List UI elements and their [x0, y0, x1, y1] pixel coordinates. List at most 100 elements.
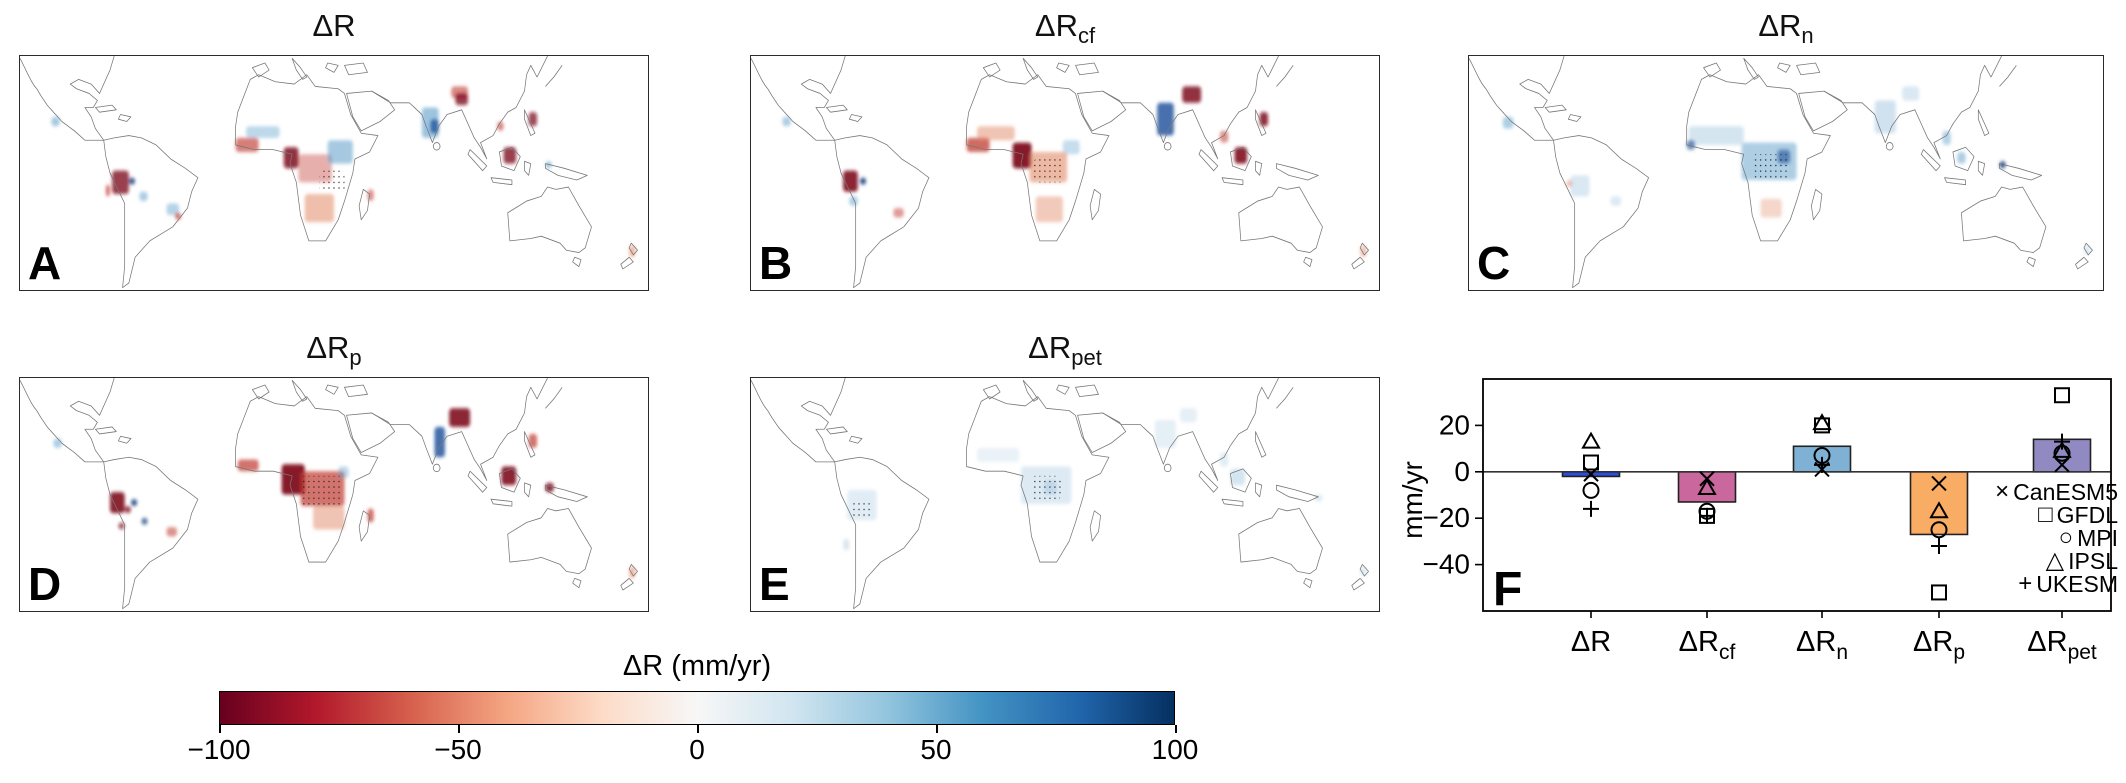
- data-blob: [174, 212, 182, 220]
- legend-label: CanESM5: [2013, 479, 2118, 505]
- data-blob: [112, 170, 129, 195]
- data-blob: [327, 140, 353, 164]
- x-tick-label: ΔRn: [1796, 626, 1848, 664]
- y-tick-label: 0: [1454, 456, 1470, 487]
- data-blob: [141, 517, 148, 525]
- data-blob: [1902, 86, 1920, 101]
- data-blob: [367, 189, 374, 202]
- data-blob: [110, 492, 125, 514]
- data-blob: [2083, 245, 2091, 255]
- marker-x: [1931, 475, 1947, 492]
- data-blob: [977, 126, 1015, 141]
- data-blob: [1033, 158, 1063, 183]
- data-blob: [843, 170, 858, 192]
- colorbar-tick: [936, 725, 938, 733]
- legend-label: MPI: [2077, 525, 2118, 551]
- colorbar-tick-label: −100: [187, 734, 251, 765]
- map-b-svg: [751, 56, 1369, 289]
- x-tick-label: ΔRcf: [1679, 626, 1736, 664]
- data-blob: [1012, 142, 1032, 169]
- map-e-svg: [751, 378, 1369, 610]
- data-blob: [124, 506, 131, 514]
- marker-square: [1583, 454, 1599, 471]
- map-panel-c: C: [1468, 55, 2104, 291]
- data-blob: [434, 426, 445, 458]
- bar-ΔRcf: [1677, 471, 1737, 503]
- y-tick-label: 20: [1439, 409, 1470, 440]
- bar-chart-panel-f: 20 0 −20 −40 mm/yr ΔR ΔRcf ΔRn ΔRp ΔRpet F: [1398, 378, 2112, 664]
- legend-marker-x-icon: ×: [1995, 478, 2010, 505]
- y-tick-label: −40: [1423, 549, 1471, 580]
- data-blob: [1942, 130, 1951, 145]
- marker-triangle: [1812, 413, 1832, 431]
- y-axis-label: mm/yr: [1398, 461, 1428, 539]
- panel-b-title: ΔRcf: [1034, 8, 1096, 49]
- data-blob: [1031, 475, 1061, 500]
- data-blob: [782, 116, 791, 127]
- legend-label: IPSL: [2068, 548, 2118, 574]
- data-blob: [319, 170, 345, 192]
- data-blob: [1566, 180, 1573, 188]
- panel-letter-D: D: [28, 558, 62, 610]
- data-blob: [1502, 116, 1514, 129]
- panel-letter-A: A: [28, 237, 62, 289]
- data-blob: [843, 538, 850, 551]
- marker-triangle: [1581, 431, 1601, 449]
- data-blob: [1686, 140, 1696, 150]
- data-blob: [118, 522, 125, 530]
- x-tick-label: ΔRpet: [2027, 626, 2097, 664]
- data-blob: [455, 93, 468, 106]
- map-e-data-blobs: [843, 408, 1367, 577]
- panel-letter-C: C: [1477, 237, 1511, 289]
- data-blob: [1610, 196, 1622, 206]
- data-blob: [313, 506, 345, 530]
- map-panel-a: A: [19, 55, 649, 291]
- data-blob: [235, 137, 259, 152]
- legend-marker-square-icon: □: [2038, 501, 2053, 528]
- data-blob: [977, 447, 1019, 462]
- coastlines: [20, 56, 638, 289]
- legend-marker-circle-icon: ○: [2058, 524, 2074, 551]
- colorbar-gradient: [219, 691, 1175, 725]
- data-blob: [53, 438, 62, 448]
- map-b-data-blobs: [782, 86, 1367, 258]
- data-blob: [893, 208, 904, 218]
- data-blob: [1182, 86, 1202, 103]
- marker-plus: [1583, 500, 1599, 517]
- data-blob: [449, 408, 471, 427]
- colorbar-tick-label: 50: [920, 734, 952, 765]
- coastlines: [20, 378, 638, 610]
- colorbar-tick-label: 100: [1151, 734, 1199, 765]
- data-blob: [166, 203, 180, 216]
- data-blob: [851, 499, 873, 518]
- panel-c-title: ΔRn: [1758, 8, 1814, 49]
- x-tick-label: ΔR: [1571, 626, 1611, 658]
- data-blob: [1752, 154, 1791, 181]
- x-tick-label: ΔRp: [1913, 626, 1965, 664]
- legend-marker-plus-icon: +: [2018, 570, 2033, 597]
- map-a-data-blobs: [51, 86, 636, 258]
- map-c-svg: [1469, 56, 2093, 289]
- panel-a-title: ΔR: [312, 8, 356, 43]
- map-panel-b: B: [750, 55, 1380, 291]
- map-a-svg: [20, 56, 638, 289]
- colorbar-tick-label: 0: [689, 734, 705, 765]
- data-blob: [966, 137, 990, 152]
- data-blob: [1957, 151, 1966, 164]
- marker-circle: [1930, 521, 1948, 539]
- colorbar-title: ΔR (mm/yr): [622, 650, 772, 682]
- marker-triangle: [1929, 501, 1949, 519]
- chart-legend: × CanESM5 □ GFDL ○ MPI △ IPSL + UKESM: [1978, 478, 2118, 597]
- chart-frame: [1482, 378, 2112, 612]
- panel-letter-B: B: [759, 237, 793, 289]
- panel-e-title: ΔRpet: [1028, 330, 1102, 371]
- data-blob: [1360, 566, 1367, 577]
- data-blob: [1688, 126, 1744, 145]
- panel-letter-F: F: [1493, 563, 1522, 616]
- data-blob: [501, 466, 517, 486]
- coastlines: [1469, 56, 2093, 289]
- coastlines: [751, 378, 1369, 610]
- data-blob: [246, 126, 280, 138]
- data-blob: [1035, 196, 1063, 223]
- data-blob: [304, 194, 334, 223]
